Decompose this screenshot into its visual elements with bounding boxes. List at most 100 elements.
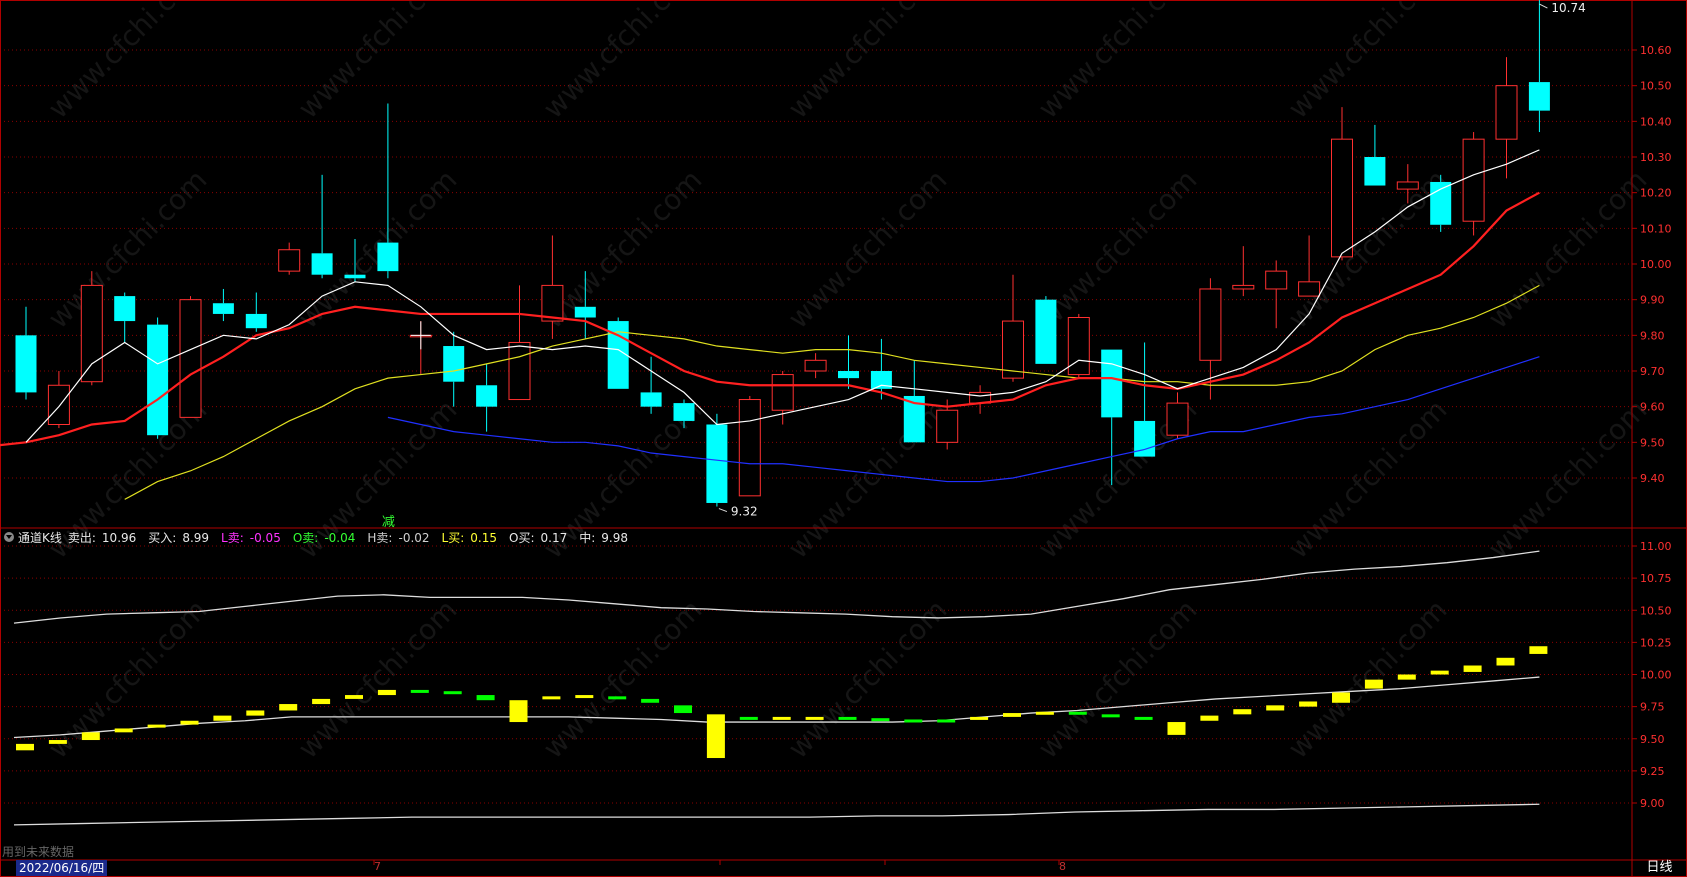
candle bbox=[1067, 313, 1090, 379]
indicator-tick-label: 9.50 bbox=[1640, 733, 1665, 746]
signal-bar bbox=[937, 719, 956, 723]
candle-body bbox=[443, 346, 465, 382]
reduce-signal-mark: 减 bbox=[382, 515, 395, 530]
candle bbox=[1134, 342, 1156, 457]
main-price-chart[interactable]: 10.74 9.32 减 bbox=[0, 0, 1586, 530]
ma20-line bbox=[124, 284, 1540, 500]
signal-bar bbox=[838, 716, 857, 720]
candle-body bbox=[1035, 299, 1057, 364]
watermark-text: www.cfchi.com bbox=[537, 0, 709, 125]
signal-bar bbox=[1332, 692, 1350, 703]
candle bbox=[147, 317, 169, 439]
signal-bar bbox=[213, 715, 232, 721]
main-tick-label: 10.20 bbox=[1640, 187, 1672, 200]
candle-body bbox=[1396, 181, 1419, 190]
indicator-chart[interactable] bbox=[13, 550, 1548, 826]
legend-buy: 买入: 8.99 bbox=[148, 530, 210, 545]
indicator-tick-label: 9.25 bbox=[1640, 765, 1665, 778]
signal-bar bbox=[509, 700, 528, 723]
watermark-text: www.cfchi.com bbox=[782, 593, 954, 765]
watermark-text: www.cfchi.com bbox=[1282, 0, 1454, 125]
watermark-text: www.cfchi.com bbox=[1032, 0, 1204, 125]
ma5-line bbox=[25, 149, 1540, 443]
low-price-label: 9.32 bbox=[731, 505, 758, 519]
main-tick-label: 9.40 bbox=[1640, 472, 1665, 485]
signal-bar bbox=[542, 696, 561, 700]
candle bbox=[969, 385, 992, 414]
candle-body bbox=[245, 313, 267, 329]
watermark-text: www.cfchi.com bbox=[782, 163, 954, 335]
candle bbox=[706, 413, 728, 507]
signal-bar bbox=[1364, 679, 1383, 689]
candle bbox=[1232, 246, 1255, 297]
high-marker-arrow bbox=[1539, 3, 1548, 9]
signal-bar bbox=[81, 732, 100, 741]
candle bbox=[1462, 132, 1485, 236]
candle bbox=[607, 317, 629, 389]
candle bbox=[771, 371, 794, 425]
legend-l-buy: L买: 0.15 bbox=[441, 530, 497, 545]
legend-l-sell: L卖: -0.05 bbox=[221, 530, 281, 545]
candle bbox=[47, 371, 70, 429]
candle-body bbox=[179, 299, 202, 418]
candle bbox=[1528, 0, 1550, 133]
signal-bar bbox=[16, 743, 34, 751]
period-selector[interactable]: 日线 bbox=[1646, 860, 1673, 875]
month-label-8: 8 bbox=[1059, 860, 1066, 873]
candle-body bbox=[47, 384, 70, 425]
indicator-name[interactable]: 通道K线 bbox=[18, 530, 62, 545]
candle bbox=[936, 399, 959, 450]
main-tick-label: 10.10 bbox=[1640, 222, 1672, 235]
low-marker-arrow bbox=[718, 508, 728, 513]
candle-body bbox=[147, 324, 169, 436]
candle bbox=[1166, 392, 1189, 439]
candle-body bbox=[738, 399, 761, 497]
candle-body bbox=[1462, 138, 1485, 222]
signal-bar bbox=[476, 695, 495, 701]
watermark-text: www.cfchi.com bbox=[1482, 393, 1654, 565]
candle bbox=[541, 235, 564, 339]
candle-body bbox=[344, 274, 366, 279]
candle-body bbox=[1430, 181, 1452, 225]
candle-body bbox=[771, 374, 794, 411]
candle bbox=[1101, 349, 1123, 486]
watermark-text: www.cfchi.com bbox=[42, 0, 214, 125]
cursor-date: 2022/06/16/四 bbox=[16, 860, 108, 876]
signal-bar bbox=[48, 740, 67, 744]
candle-body bbox=[15, 335, 37, 393]
watermark-text: www.cfchi.com bbox=[537, 593, 709, 765]
candle-body bbox=[212, 303, 234, 314]
indicator-menu-icon[interactable] bbox=[4, 532, 14, 542]
candle bbox=[903, 360, 925, 443]
signal-bar bbox=[114, 728, 133, 733]
candle-body bbox=[1232, 284, 1255, 290]
candle bbox=[443, 331, 465, 407]
watermark-text: www.cfchi.com bbox=[1282, 163, 1454, 335]
candle bbox=[311, 174, 333, 279]
signal-bar bbox=[1430, 670, 1449, 675]
main-tick-label: 10.30 bbox=[1640, 151, 1672, 164]
main-tick-label: 10.00 bbox=[1640, 258, 1672, 271]
indicator-tick-label: 11.00 bbox=[1640, 540, 1672, 553]
candle-body bbox=[706, 424, 728, 503]
signal-bar bbox=[1035, 711, 1054, 715]
candle-body bbox=[1265, 270, 1288, 290]
candle-body bbox=[1002, 320, 1024, 379]
candle bbox=[1002, 274, 1024, 382]
legend-h-sell: H卖: -0.02 bbox=[367, 530, 430, 545]
candle bbox=[1298, 235, 1321, 297]
signal-bar bbox=[312, 698, 331, 705]
watermark-text: www.cfchi.com bbox=[1282, 593, 1454, 765]
signal-bar bbox=[279, 704, 298, 711]
main-tick-label: 10.60 bbox=[1640, 44, 1672, 57]
candle bbox=[804, 353, 827, 379]
signal-bar bbox=[1200, 715, 1219, 721]
main-tick-label: 9.80 bbox=[1640, 329, 1665, 342]
signal-bar bbox=[608, 696, 627, 700]
watermark-text: www.cfchi.com bbox=[1032, 593, 1204, 765]
candle bbox=[640, 356, 662, 414]
indicator-legend: 通道K线 卖出: 10.96 买入: 8.99 L卖: -0.05 O卖: -0.04 … bbox=[4, 528, 640, 546]
candle-body bbox=[574, 306, 596, 318]
